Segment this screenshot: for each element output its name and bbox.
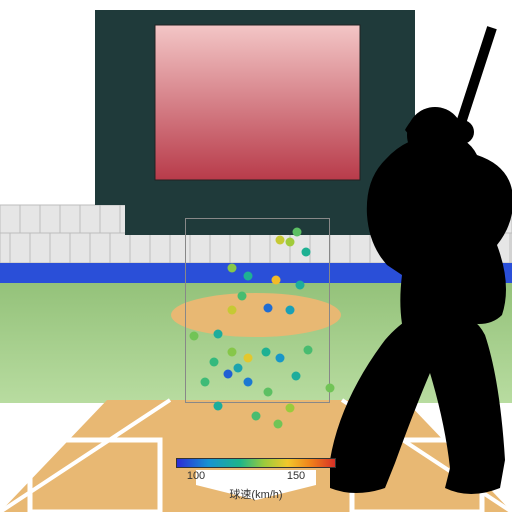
legend-bar — [176, 458, 336, 468]
legend-tick: 150 — [287, 470, 305, 482]
legend-label: 球速(km/h) — [176, 486, 336, 502]
legend-tick: 100 — [187, 470, 205, 482]
batter-silhouette — [0, 0, 512, 512]
color-legend: 100 150 球速(km/h) — [176, 458, 336, 502]
legend-ticks: 100 150 — [176, 470, 336, 484]
